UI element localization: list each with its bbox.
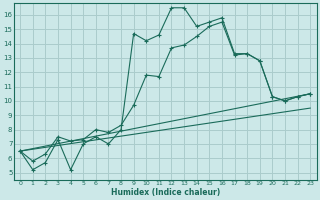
X-axis label: Humidex (Indice chaleur): Humidex (Indice chaleur) xyxy=(111,188,220,197)
